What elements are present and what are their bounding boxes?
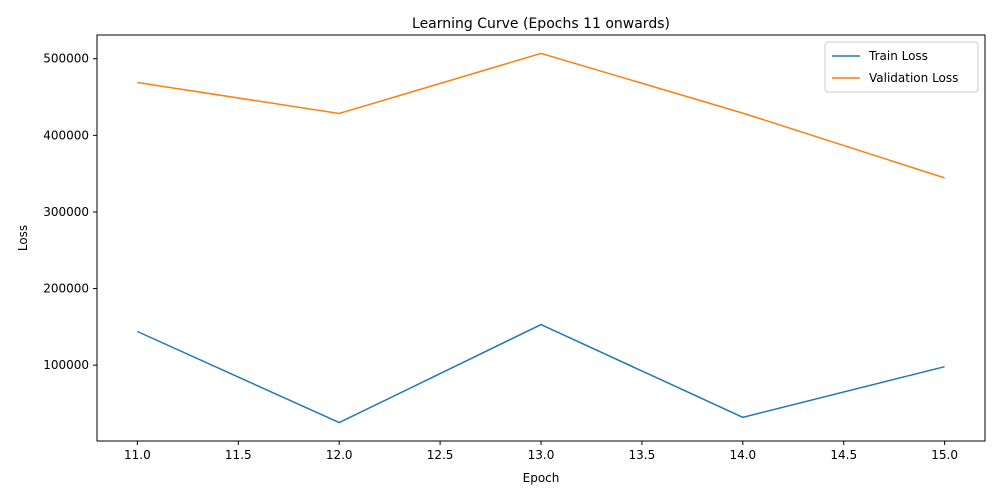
y-tick-label: 200000 — [43, 282, 89, 296]
series-line-train-loss — [137, 323, 945, 424]
chart-title: Learning Curve (Epochs 11 onwards) — [412, 16, 670, 32]
x-tick-label: 14.0 — [729, 448, 756, 462]
y-axis-ticks: 100000 200000 300000 400000 500000 — [43, 52, 97, 372]
legend-label-train-loss: Train Loss — [868, 49, 928, 63]
x-tick-label: 11.5 — [225, 448, 252, 462]
x-axis-label: Epoch — [523, 471, 560, 485]
x-tick-label: 12.0 — [326, 448, 353, 462]
y-axis-label: Loss — [16, 225, 30, 251]
legend-box — [824, 41, 979, 93]
y-tick-label: 300000 — [43, 205, 89, 219]
legend-label-validation-loss: Validation Loss — [869, 71, 958, 85]
x-tick-label: 12.5 — [427, 448, 454, 462]
y-tick-label: 400000 — [43, 128, 89, 142]
x-tick-label: 13.0 — [528, 448, 555, 462]
series-line-validation-loss — [137, 52, 945, 179]
y-tick-label: 500000 — [43, 52, 89, 66]
legend: Train Loss Validation Loss — [824, 41, 979, 93]
x-tick-label: 13.5 — [629, 448, 656, 462]
plot-lines — [137, 52, 945, 424]
y-tick-label: 100000 — [43, 358, 89, 372]
x-tick-label: 11.0 — [124, 448, 151, 462]
x-tick-label: 14.5 — [830, 448, 857, 462]
x-tick-label: 15.0 — [931, 448, 958, 462]
plot-frame — [96, 34, 986, 442]
x-axis-ticks: 11.0 11.5 12.0 12.5 13.0 13.5 14.0 14.5 15.0 — [124, 441, 958, 462]
